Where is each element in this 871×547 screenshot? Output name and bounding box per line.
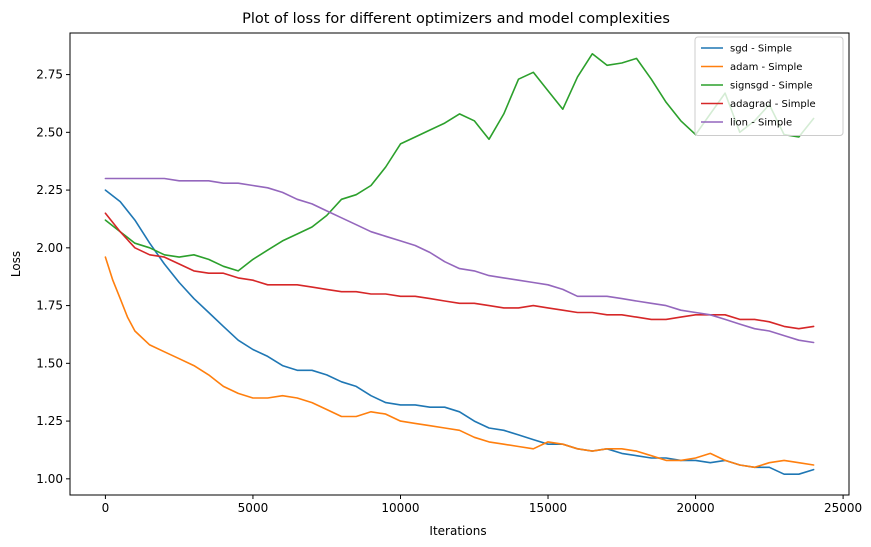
x-tick-label: 20000 [676,501,714,515]
y-tick-label: 1.75 [36,299,63,313]
y-tick-label: 2.75 [36,68,63,82]
plot-frame [69,32,850,496]
series-line-2 [104,256,815,469]
y-tick-label: 1.00 [36,472,63,486]
y-tick-label: 1.25 [36,414,63,428]
x-tick-label: 10000 [381,501,419,515]
legend-box [694,36,844,136]
legend-label-4: adagrad - Simple [730,99,816,110]
y-axis-ticks: 1.00 1.25 1.50 1.75 2.00 2.25 2.50 2.75 [36,68,70,486]
x-tick-label: 25000 [824,501,862,515]
series-line-5 [104,177,815,344]
x-axis-ticks: 0 5000 10000 15000 20000 25000 [102,495,862,515]
chart-title: Plot of loss for different optimizers an… [242,11,670,27]
legend-label-1: sgd - Simple [730,44,792,55]
y-tick-label: 2.50 [36,125,63,139]
series-line-1 [104,189,815,476]
series-line-4 [104,212,815,330]
x-tick-label: 15000 [529,501,567,515]
y-tick-label: 1.50 [36,356,63,370]
y-tick-label: 2.25 [36,183,63,197]
y-axis-title: Loss [9,251,23,277]
legend: sgd - Simple adam - Simple signsgd - Simpl… [694,36,844,136]
x-tick-label: 5000 [238,501,269,515]
x-axis-title: Iterations [429,524,486,538]
x-tick-label: 0 [102,501,110,515]
y-tick-label: 2.00 [36,241,63,255]
legend-label-5: lion - Simple [730,118,792,129]
legend-label-3: signsgd - Simple [730,81,813,92]
legend-label-2: adam - Simple [730,62,802,73]
